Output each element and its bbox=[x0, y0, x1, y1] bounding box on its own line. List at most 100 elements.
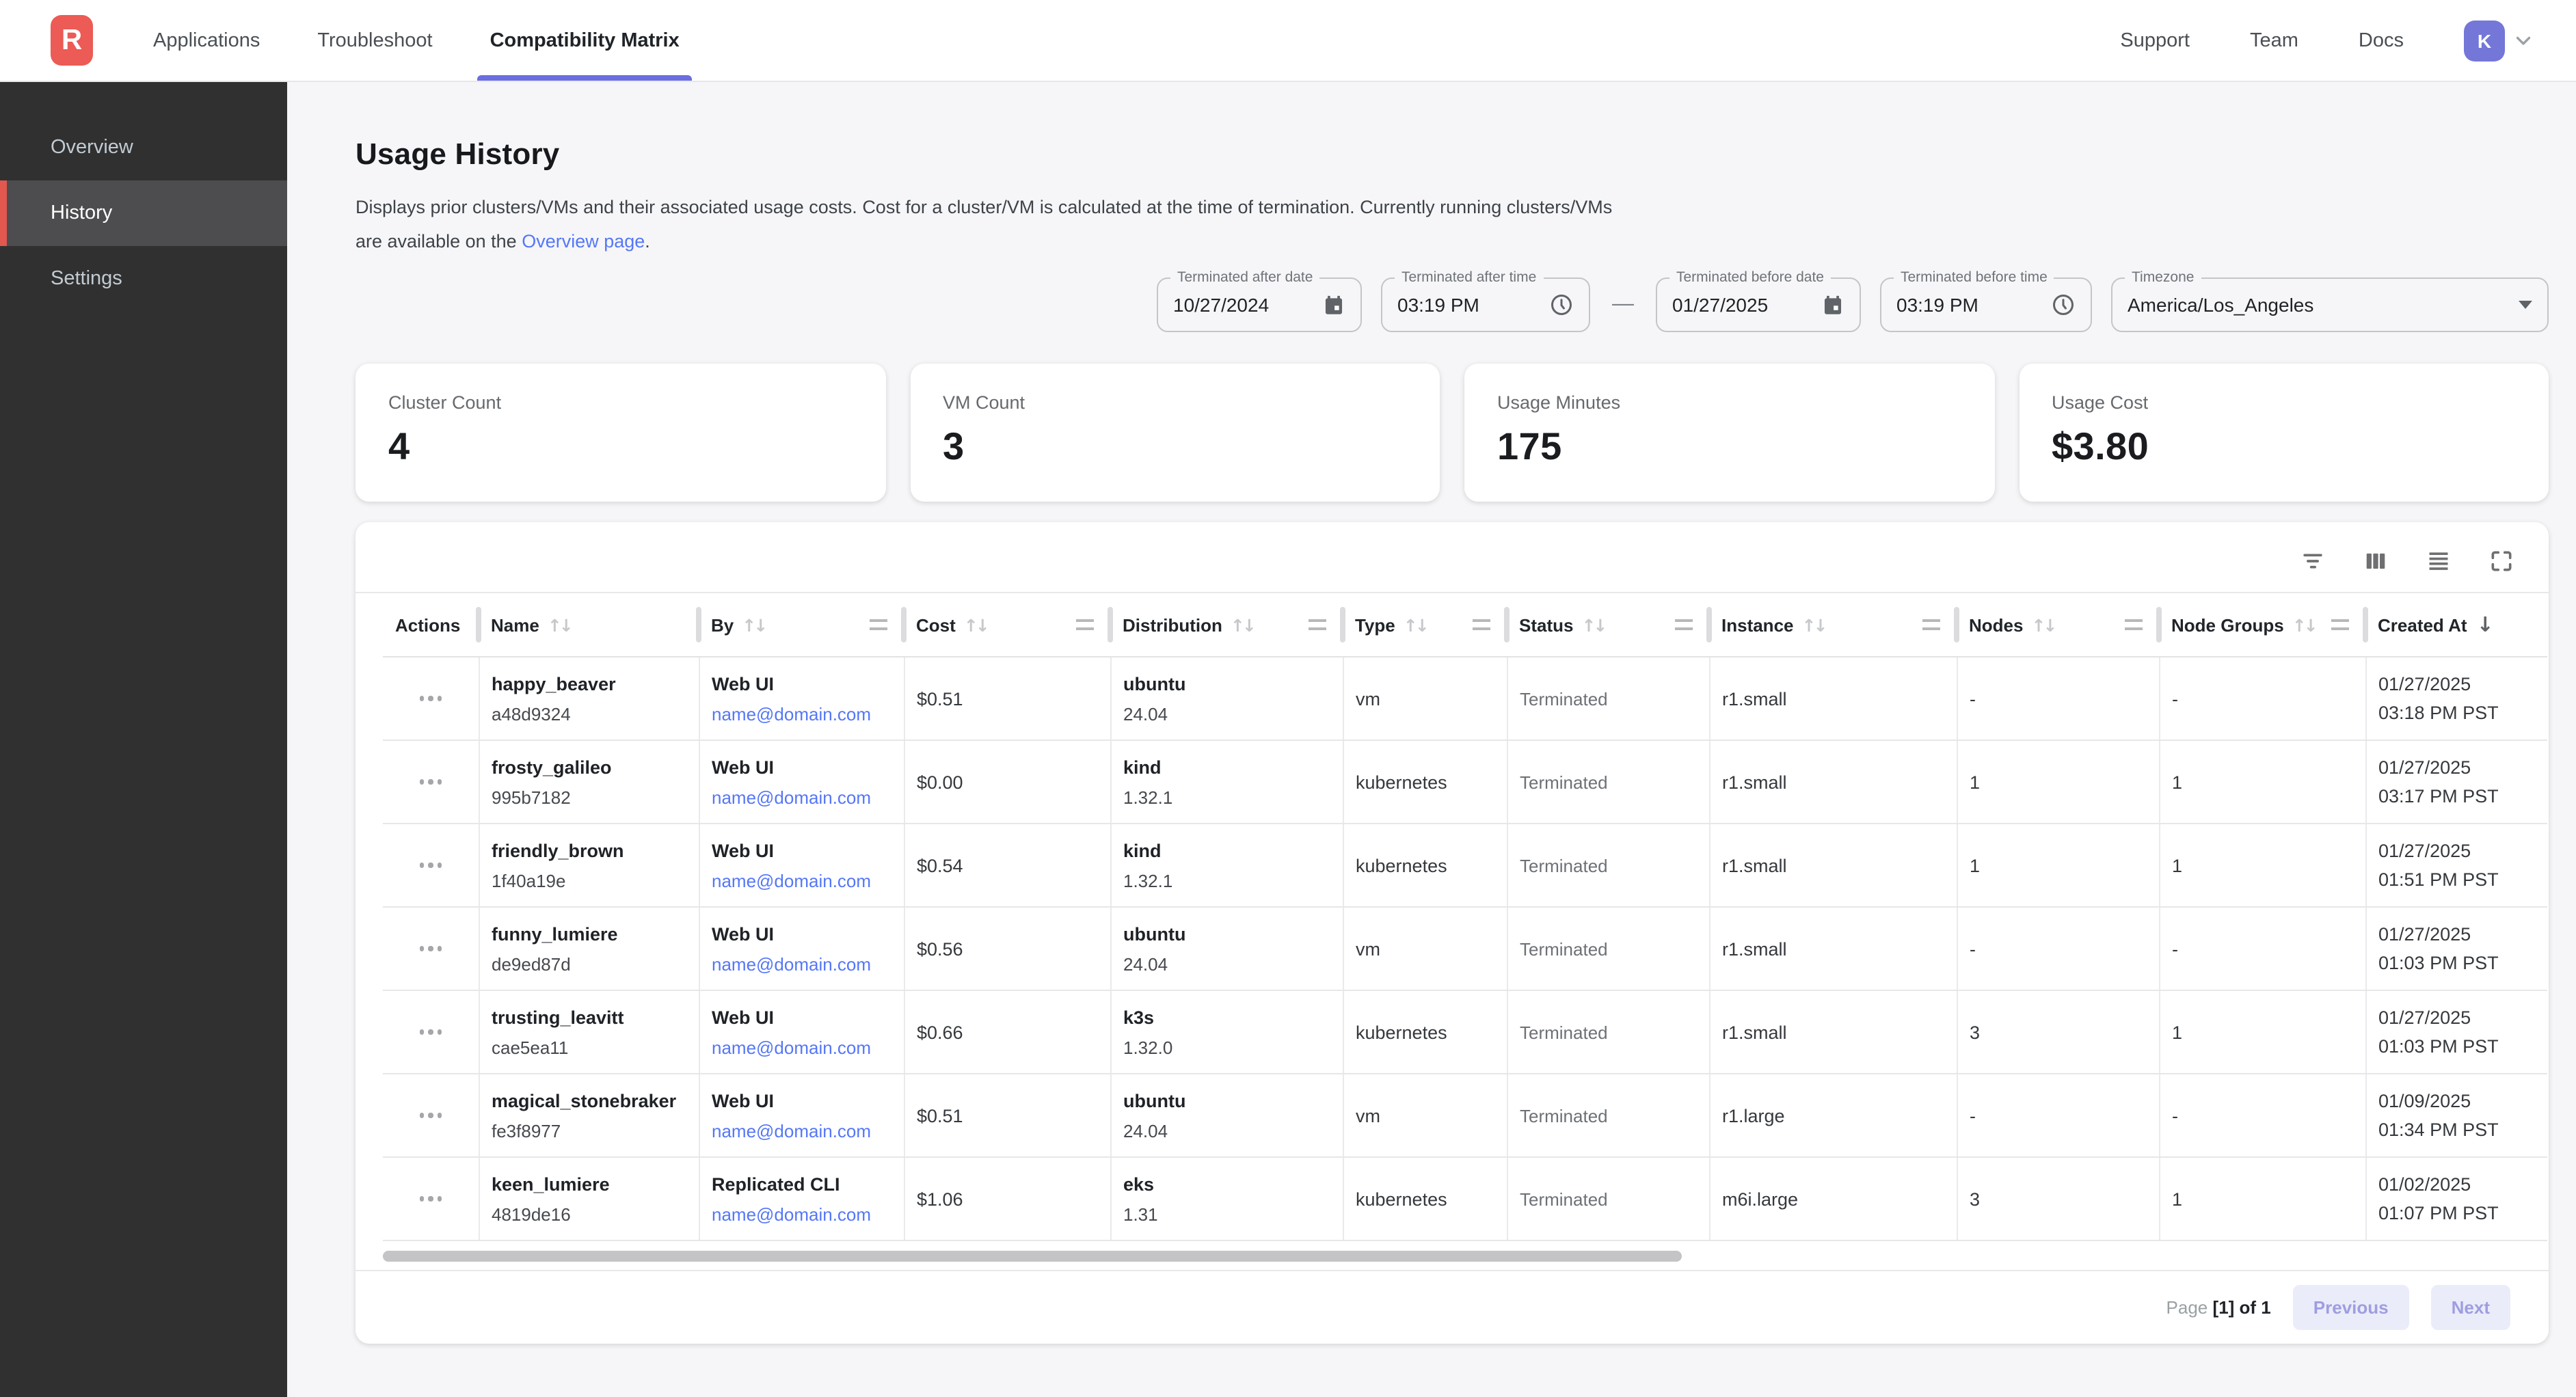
timezone-select[interactable]: Timezone America/Los_Angeles bbox=[2111, 277, 2549, 332]
filter-bar: Terminated after date 10/27/2024 Termina… bbox=[355, 277, 2549, 332]
nav-item-compatibility-matrix[interactable]: Compatibility Matrix bbox=[490, 0, 680, 81]
table-header-row: Actions Name↑↓ By↑↓ Cost↑↓ Distribution↑… bbox=[383, 593, 2547, 657]
column-menu-icon[interactable] bbox=[1473, 619, 1490, 630]
column-menu-icon[interactable] bbox=[1922, 619, 1940, 630]
sort-arrows-icon[interactable]: ↑↓ bbox=[2292, 614, 2316, 635]
stat-value: 3 bbox=[943, 425, 1407, 469]
sort-arrows-icon[interactable]: ↑↓ bbox=[1581, 614, 1605, 635]
chevron-down-icon[interactable] bbox=[2512, 29, 2535, 52]
sort-arrows-icon[interactable]: ↑↓ bbox=[548, 614, 571, 635]
column-menu-icon[interactable] bbox=[1675, 619, 1693, 630]
status-value: Terminated bbox=[1520, 1022, 1608, 1042]
nav-item-troubleshoot[interactable]: Troubleshoot bbox=[317, 0, 432, 81]
creator-email-link[interactable]: name@domain.com bbox=[712, 870, 871, 891]
nav-item-applications[interactable]: Applications bbox=[153, 0, 260, 81]
calendar-icon[interactable] bbox=[1821, 293, 1844, 316]
row-actions-menu[interactable] bbox=[395, 947, 466, 951]
created-time: 01:03 PM PST bbox=[2378, 1036, 2535, 1057]
stat-value: 4 bbox=[388, 425, 853, 469]
created-by: Web UI bbox=[712, 840, 891, 860]
avatar[interactable]: K bbox=[2464, 20, 2505, 61]
creator-email-link[interactable]: name@domain.com bbox=[712, 703, 871, 724]
dropdown-arrow-icon[interactable] bbox=[2519, 301, 2532, 309]
column-menu-icon[interactable] bbox=[870, 619, 887, 630]
row-actions-menu[interactable] bbox=[395, 863, 466, 868]
cluster-id: 1f40a19e bbox=[492, 870, 686, 891]
row-actions-menu[interactable] bbox=[395, 1197, 466, 1202]
table-toolbar bbox=[355, 522, 2549, 592]
table-row: funny_lumierede9ed87d Web UIname@domain.… bbox=[383, 907, 2547, 990]
nav-item-docs[interactable]: Docs bbox=[2359, 0, 2404, 81]
sort-arrows-icon[interactable]: ↑↓ bbox=[964, 614, 987, 635]
creator-email-link[interactable]: name@domain.com bbox=[712, 953, 871, 974]
sort-desc-icon[interactable]: ↓ bbox=[2477, 612, 2494, 637]
column-header-type[interactable]: Type↑↓ bbox=[1343, 593, 1507, 656]
column-header-cost[interactable]: Cost↑↓ bbox=[904, 593, 1110, 656]
scrollbar-thumb[interactable] bbox=[383, 1250, 1682, 1261]
creator-email-link[interactable]: name@domain.com bbox=[712, 787, 871, 807]
clock-icon[interactable] bbox=[2051, 293, 2076, 317]
nav-item-team[interactable]: Team bbox=[2250, 0, 2298, 81]
cost-value: $0.56 bbox=[917, 938, 963, 959]
column-header-by[interactable]: By↑↓ bbox=[699, 593, 904, 656]
sort-arrows-icon[interactable]: ↑↓ bbox=[1231, 614, 1254, 635]
creator-email-link[interactable]: name@domain.com bbox=[712, 1204, 871, 1224]
node-groups-value: 1 bbox=[2172, 1022, 2182, 1042]
top-navigation-bar: R Applications Troubleshoot Compatibilit… bbox=[0, 0, 2576, 82]
density-icon[interactable] bbox=[2426, 548, 2452, 574]
sidebar-item-overview[interactable]: Overview bbox=[0, 115, 287, 180]
table-footer: Page [1] of 1 Previous Next bbox=[355, 1270, 2549, 1344]
distribution-name: kind bbox=[1123, 840, 1330, 860]
sidebar-item-history[interactable]: History bbox=[0, 180, 287, 246]
sort-arrows-icon[interactable]: ↑↓ bbox=[1404, 614, 1427, 635]
column-menu-icon[interactable] bbox=[2125, 619, 2143, 630]
filter-icon[interactable] bbox=[2300, 548, 2326, 574]
terminated-before-date-field[interactable]: Terminated before date 01/27/2025 bbox=[1656, 277, 1861, 332]
next-page-button[interactable]: Next bbox=[2431, 1285, 2510, 1330]
fullscreen-icon[interactable] bbox=[2488, 548, 2514, 574]
row-actions-menu[interactable] bbox=[395, 1113, 466, 1118]
account-menu[interactable]: K bbox=[2464, 20, 2535, 61]
created-by: Web UI bbox=[712, 757, 891, 777]
cluster-name: keen_lumiere bbox=[492, 1174, 686, 1194]
overview-page-link[interactable]: Overview page bbox=[522, 231, 645, 252]
terminated-after-date-field[interactable]: Terminated after date 10/27/2024 bbox=[1157, 277, 1362, 332]
column-header-node-groups[interactable]: Node Groups↑↓ bbox=[2159, 593, 2365, 656]
column-header-created-at[interactable]: Created At↓ bbox=[2365, 593, 2547, 656]
cluster-id: fe3f8977 bbox=[492, 1120, 686, 1141]
sort-arrows-icon[interactable]: ↑↓ bbox=[2031, 614, 2054, 635]
sort-arrows-icon[interactable]: ↑↓ bbox=[742, 614, 765, 635]
clock-icon[interactable] bbox=[1549, 293, 1574, 317]
terminated-after-time-field[interactable]: Terminated after time 03:19 PM bbox=[1381, 277, 1590, 332]
previous-page-button[interactable]: Previous bbox=[2293, 1285, 2409, 1330]
column-header-name[interactable]: Name↑↓ bbox=[479, 593, 699, 656]
column-header-status[interactable]: Status↑↓ bbox=[1507, 593, 1709, 656]
terminated-before-time-field[interactable]: Terminated before time 03:19 PM bbox=[1880, 277, 2092, 332]
creator-email-link[interactable]: name@domain.com bbox=[712, 1037, 871, 1057]
replicated-logo[interactable]: R bbox=[51, 15, 93, 66]
calendar-icon[interactable] bbox=[1322, 293, 1345, 316]
column-menu-icon[interactable] bbox=[1309, 619, 1326, 630]
row-actions-menu[interactable] bbox=[395, 696, 466, 701]
created-date: 01/27/2025 bbox=[2378, 924, 2535, 945]
page-description: Displays prior clusters/VMs and their as… bbox=[355, 190, 1638, 258]
sort-arrows-icon[interactable]: ↑↓ bbox=[1802, 614, 1825, 635]
creator-email-link[interactable]: name@domain.com bbox=[712, 1120, 871, 1141]
nav-item-support[interactable]: Support bbox=[2120, 0, 2190, 81]
cluster-name: trusting_leavitt bbox=[492, 1007, 686, 1027]
column-menu-icon[interactable] bbox=[1076, 619, 1094, 630]
row-actions-menu[interactable] bbox=[395, 1030, 466, 1035]
column-header-nodes[interactable]: Nodes↑↓ bbox=[1957, 593, 2159, 656]
nodes-value: 3 bbox=[1970, 1189, 1980, 1209]
sidebar-item-settings[interactable]: Settings bbox=[0, 246, 287, 312]
instance-value: r1.small bbox=[1722, 772, 1787, 792]
cluster-name: frosty_galileo bbox=[492, 757, 686, 777]
column-header-distribution[interactable]: Distribution↑↓ bbox=[1110, 593, 1343, 656]
columns-icon[interactable] bbox=[2363, 548, 2389, 574]
status-value: Terminated bbox=[1520, 1105, 1608, 1126]
row-actions-menu[interactable] bbox=[395, 780, 466, 785]
column-menu-icon[interactable] bbox=[2331, 619, 2349, 630]
status-value: Terminated bbox=[1520, 855, 1608, 876]
type-value: vm bbox=[1356, 688, 1380, 709]
column-header-instance[interactable]: Instance↑↓ bbox=[1709, 593, 1957, 656]
